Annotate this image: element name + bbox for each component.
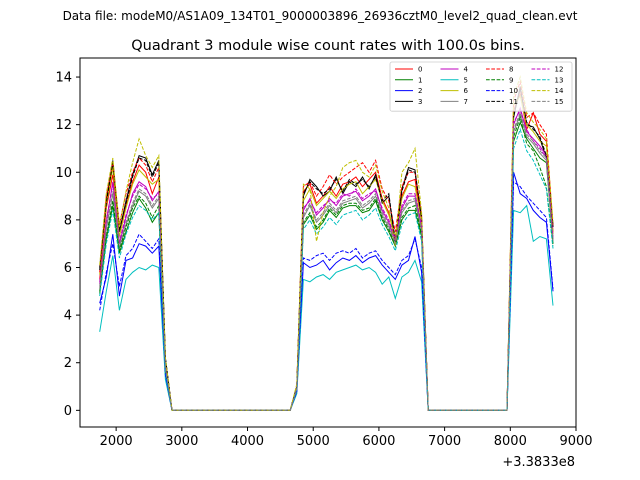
chart-title: Quadrant 3 module wise count rates with … xyxy=(131,38,525,54)
x-tick-label: 2000 xyxy=(100,434,133,449)
x-tick-label: 3000 xyxy=(165,434,198,449)
series-layer xyxy=(99,75,554,411)
y-tick-label: 4 xyxy=(64,309,72,324)
x-tick-label: 7000 xyxy=(428,434,461,449)
legend-label-6: 6 xyxy=(464,87,469,95)
series-line-15 xyxy=(99,111,554,411)
figure-suptitle: Data file: modeM0/AS1A09_134T01_90000038… xyxy=(63,9,578,23)
legend-box xyxy=(389,61,573,112)
legend-label-1: 1 xyxy=(418,76,422,84)
y-tick-label: 14 xyxy=(55,71,72,86)
legend-label-15: 15 xyxy=(555,98,564,106)
axis-layer: 2000 3000 4000 5000 6000 7000 8000 9000 0 2 4 6 8 10 1… xyxy=(55,71,592,449)
legend-label-13: 13 xyxy=(555,76,564,84)
legend-label-3: 3 xyxy=(418,98,422,106)
legend-label-5: 5 xyxy=(464,76,468,84)
x-offset-label: +3.3833e8 xyxy=(502,455,575,470)
legend-label-8: 8 xyxy=(509,66,513,74)
x-tick-label: 4000 xyxy=(231,434,264,449)
legend-label-2: 2 xyxy=(418,87,422,95)
series-line-14 xyxy=(99,75,554,411)
y-tick-label: 12 xyxy=(55,118,72,133)
legend-label-12: 12 xyxy=(555,66,564,74)
x-tick-label: 5000 xyxy=(297,434,330,449)
legend-label-0: 0 xyxy=(418,66,422,74)
legend-label-4: 4 xyxy=(464,66,469,74)
y-tick-label: 10 xyxy=(55,166,72,181)
legend-label-9: 9 xyxy=(509,76,513,84)
legend-label-14: 14 xyxy=(555,87,564,95)
legend-label-11: 11 xyxy=(509,98,518,106)
legend-label-7: 7 xyxy=(464,98,468,106)
plot-frame xyxy=(79,57,577,428)
legend-label-10: 10 xyxy=(509,87,518,95)
y-tick-label: 2 xyxy=(64,356,72,371)
y-tick-label: 0 xyxy=(64,404,72,419)
y-tick-label: 6 xyxy=(64,261,72,276)
y-tick-label: 8 xyxy=(64,213,72,228)
x-tick-label: 8000 xyxy=(494,434,527,449)
x-tick-label: 9000 xyxy=(559,434,592,449)
x-tick-label: 6000 xyxy=(362,434,395,449)
